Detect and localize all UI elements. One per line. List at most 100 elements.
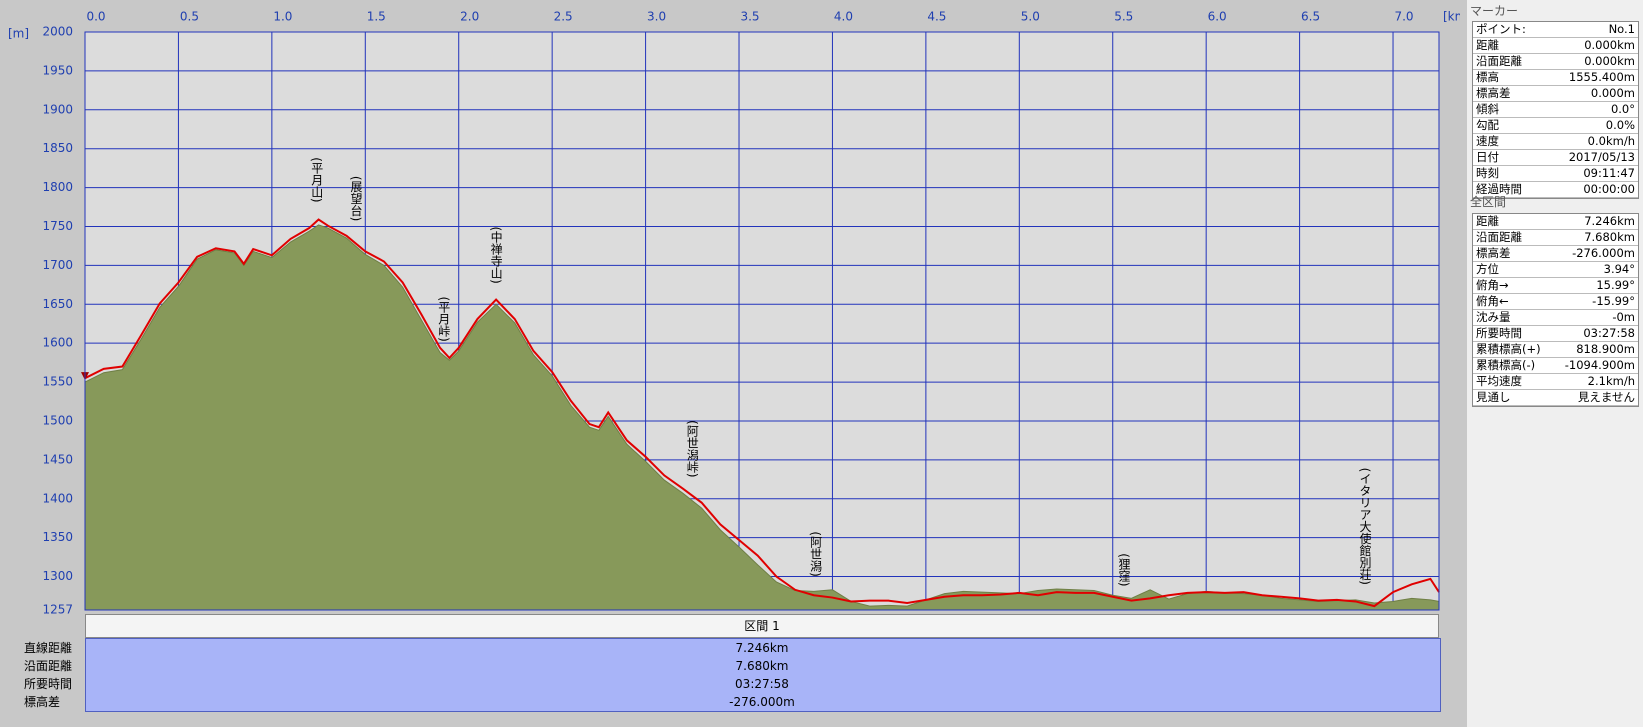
row-label: 標高差 xyxy=(1476,246,1511,260)
row-label: 時刻 xyxy=(1476,166,1499,180)
y-tick-label: 1900 xyxy=(42,102,73,116)
panel-row: 俯角→ 15.99° xyxy=(1473,278,1638,294)
row-value: -276.000m xyxy=(729,695,795,709)
row-value: 7.680km xyxy=(735,659,789,673)
y-tick-label: 1257 xyxy=(42,603,73,615)
row-value: 見えません xyxy=(1577,390,1635,404)
panel-row: 時刻 09:11:47 xyxy=(1473,166,1638,182)
row-label: 俯角← xyxy=(1476,294,1509,308)
panel-title: 全区間 xyxy=(1470,195,1507,209)
y-tick-label: 1350 xyxy=(42,530,73,544)
panel-row: 見通し 見えません xyxy=(1473,390,1638,406)
x-tick-label: 0.5 xyxy=(180,10,199,24)
panel-row: 距離 7.246km xyxy=(1473,214,1638,230)
row-label: 経過時間 xyxy=(1476,182,1522,196)
row-value: 15.99° xyxy=(1596,278,1635,292)
row-label: 平均速度 xyxy=(1476,374,1522,388)
row-value: 7.246km xyxy=(1584,214,1635,228)
panel-row: 沈み量 -0m xyxy=(1473,310,1638,326)
x-tick-label: 3.5 xyxy=(740,10,759,24)
annotation: (狸窪) xyxy=(1117,553,1131,586)
row-label: 標高 xyxy=(1476,70,1499,84)
section-header: 区間 1 xyxy=(85,614,1439,638)
x-tick-label: 3.0 xyxy=(647,10,666,24)
row-label: 所要時間 xyxy=(24,677,73,691)
row-value: 3.94° xyxy=(1603,262,1635,276)
x-tick-label: 0.0 xyxy=(86,10,105,24)
y-tick-label: 1400 xyxy=(42,491,73,505)
row-value: 1555.400m xyxy=(1568,70,1635,84)
x-tick-label: 4.5 xyxy=(927,10,946,24)
y-tick-label: 1600 xyxy=(42,336,73,350)
x-tick-label: 4.0 xyxy=(834,10,853,24)
row-value: 2.1km/h xyxy=(1587,374,1635,388)
panel-row: 勾配 0.0% xyxy=(1473,118,1638,134)
panel-row: 日付 2017/05/13 xyxy=(1473,150,1638,166)
terrain-area xyxy=(84,224,1440,611)
x-tick-label: 2.0 xyxy=(460,10,479,24)
row-label: ポイント: xyxy=(1476,22,1526,36)
y-tick-label: 1650 xyxy=(42,297,73,311)
row-label: 標高差 xyxy=(24,695,61,709)
plot-border xyxy=(84,31,1440,611)
row-value: 03:27:58 xyxy=(1583,326,1635,340)
row-label: 距離 xyxy=(1476,38,1499,52)
y-tick-label: 2000 xyxy=(42,25,73,39)
row-label: 累積標高(+) xyxy=(1476,342,1541,356)
row-value: -1094.900m xyxy=(1564,358,1635,372)
y-tick-label: 1550 xyxy=(42,375,73,389)
row-label: 勾配 xyxy=(1476,118,1499,132)
row-label: 見通し xyxy=(1476,390,1511,404)
annotation: (阿世潟) xyxy=(809,531,823,576)
track-line xyxy=(84,218,1440,608)
row-value: -0m xyxy=(1612,310,1635,324)
annotation: (平月山) xyxy=(310,157,324,202)
y-tick-label: 1750 xyxy=(42,219,73,233)
y-tick-label: 1950 xyxy=(42,63,73,77)
panel-row: 距離 0.000km xyxy=(1473,38,1638,54)
panel-row: 沿面距離 7.680km xyxy=(1473,230,1638,246)
panel-row: 方位 3.94° xyxy=(1473,262,1638,278)
row-value: 0.0% xyxy=(1605,118,1635,132)
panel-row: 累積標高(-) -1094.900m xyxy=(1473,358,1638,374)
row-label: 沿面距離 xyxy=(24,659,73,673)
row-label: 方位 xyxy=(1476,262,1499,276)
row-value: 2017/05/13 xyxy=(1568,150,1635,164)
total-table: 距離 7.246km 沿面距離 7.680km 標高差 -276.000m 方位 3.94° 俯… xyxy=(1472,213,1639,407)
row-value: No.1 xyxy=(1608,22,1635,36)
x-tick-label: 1.5 xyxy=(367,10,386,24)
x-tick-label: 7.0 xyxy=(1394,10,1413,24)
panel-row: 平均速度 2.1km/h xyxy=(1473,374,1638,390)
y-tick-label: 1500 xyxy=(42,413,73,427)
panel-row: 傾斜 0.0° xyxy=(1473,102,1638,118)
section-body xyxy=(85,638,1441,712)
y-tick-label: 1300 xyxy=(42,569,73,583)
row-label: 距離 xyxy=(1476,214,1499,228)
marker-table: ポイント: No.1 距離 0.000km 沿面距離 0.000km 標高 1555.400m… xyxy=(1472,21,1639,199)
y-tick-label: 1700 xyxy=(42,258,73,272)
x-tick-label: 5.0 xyxy=(1021,10,1040,24)
side-panel: マーカー ポイント: No.1 距離 0.000km 沿面距離 0.000km 標高 1555… xyxy=(1467,0,1643,727)
panel-row: 速度 0.0km/h xyxy=(1473,134,1638,150)
row-label: 傾斜 xyxy=(1476,102,1499,116)
x-tick-label: 2.5 xyxy=(554,10,573,24)
row-value: -15.99° xyxy=(1592,294,1635,308)
row-value: 09:11:47 xyxy=(1583,166,1635,180)
row-label: 沿面距離 xyxy=(1476,230,1522,244)
row-value: 0.000m xyxy=(1590,86,1635,100)
x-unit: [km] xyxy=(1443,10,1460,24)
panel-row: 累積標高(+) 818.900m xyxy=(1473,342,1638,358)
x-tick-label: 5.5 xyxy=(1114,10,1133,24)
row-value: 0.0km/h xyxy=(1587,134,1635,148)
row-label: 沈み量 xyxy=(1476,310,1511,324)
row-value: -276.000m xyxy=(1572,246,1635,260)
row-value: 0.000km xyxy=(1584,54,1635,68)
annotation: (阿世潟峠) xyxy=(685,420,699,477)
panel-row: ポイント: No.1 xyxy=(1473,22,1638,38)
panel-row: 標高差 -276.000m xyxy=(1473,246,1638,262)
annotation: (イタリア大使館別荘) xyxy=(1358,468,1372,585)
row-value: 7.246km xyxy=(735,641,789,655)
row-label: 速度 xyxy=(1476,134,1499,148)
x-tick-label: 6.0 xyxy=(1208,10,1227,24)
